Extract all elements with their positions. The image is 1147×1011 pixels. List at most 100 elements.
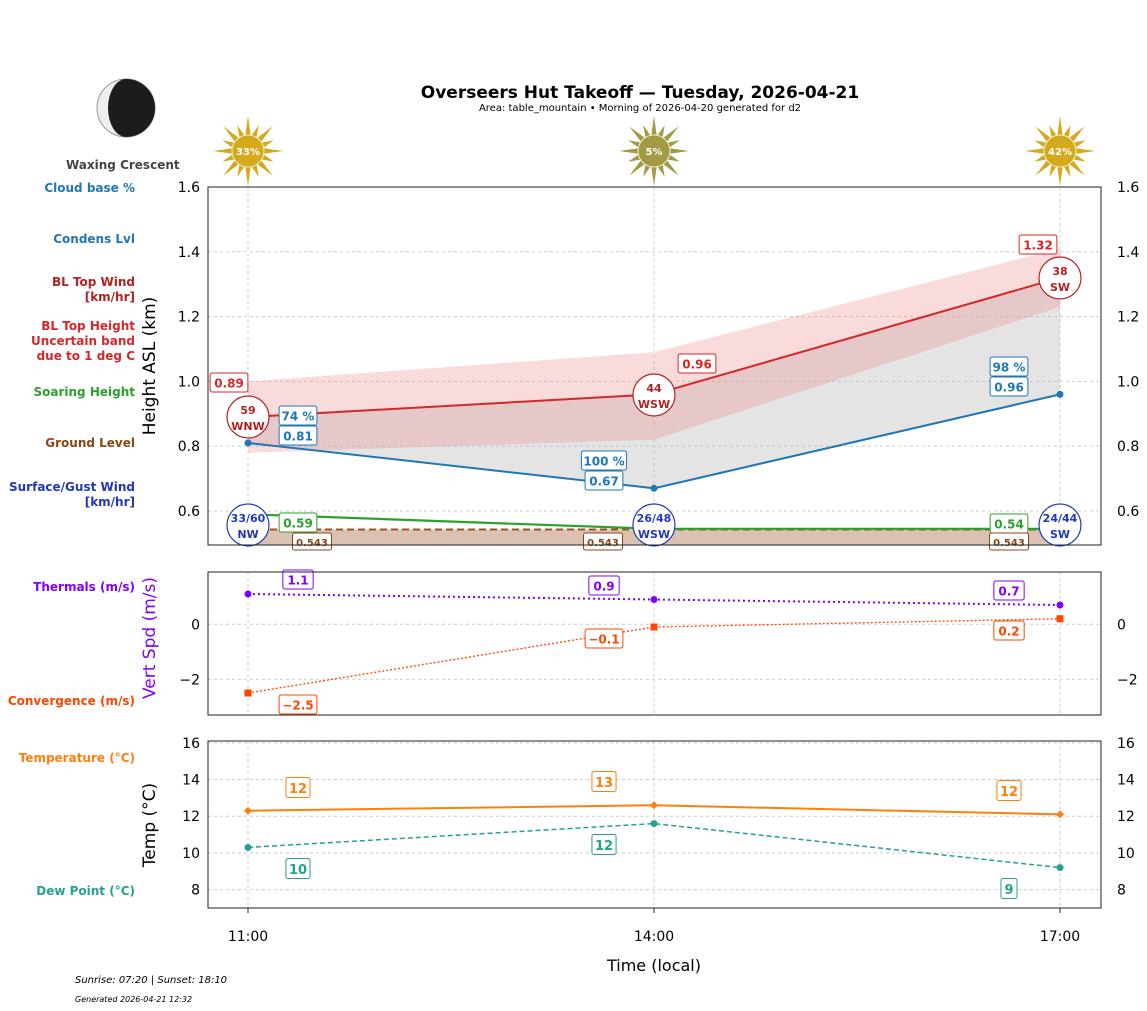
sun-ray (629, 126, 645, 142)
surface-wind-direction: SW (1050, 528, 1070, 541)
condens-label: 0.67 (589, 475, 619, 489)
dewpoint-point (244, 843, 252, 851)
sun-ray (245, 116, 251, 136)
y-tick-label: 16 (182, 736, 200, 752)
dewpoint-point (650, 820, 658, 828)
convergence-label-box (584, 628, 624, 649)
temperature-label: 12 (1000, 785, 1018, 800)
condens-point (1056, 390, 1064, 398)
sun-ray (1025, 148, 1045, 154)
sun-ray (657, 164, 665, 177)
sun-ray (1073, 140, 1086, 148)
sun-ray (1069, 126, 1085, 142)
y-tick-label: 14 (182, 773, 200, 789)
sun-ray (1057, 166, 1063, 186)
y-tick-label: −2 (179, 672, 200, 688)
surface-wind-speed: 26/48 (637, 512, 672, 525)
sun-ray (261, 140, 274, 148)
bl-top-wind-direction: SW (1050, 281, 1070, 294)
y-axis-label: Vert Spd (m/s) (140, 577, 160, 699)
axes-frame (207, 571, 1102, 716)
y-tick-label: 10 (182, 846, 200, 862)
surface-wind-speed: 24/44 (1043, 512, 1078, 525)
ground-label-box (292, 532, 332, 551)
sun-ray (223, 126, 239, 142)
sun-ray (1034, 140, 1047, 148)
temperature-point (1056, 810, 1064, 819)
sun-ray (628, 140, 641, 148)
ground-label: 0.543 (587, 538, 619, 549)
legend-condens: Condens Lvl (53, 232, 135, 246)
cloud-base-pct-label-box (989, 356, 1029, 377)
legend-soaring: Soaring Height (33, 385, 136, 399)
convergence-label-box (278, 694, 318, 715)
sun-ray (222, 140, 235, 148)
y-tick-label-right: 10 (1117, 846, 1135, 862)
thermal-label: 0.9 (593, 580, 614, 594)
y-tick-label-right: 0 (1117, 617, 1126, 633)
bl-top-wind-speed: 38 (1052, 265, 1067, 278)
thermal-label-box (282, 569, 314, 590)
y-tick-label-right: 1.2 (1117, 310, 1139, 326)
chart-title: Overseers Hut Takeoff — Tuesday, 2026-04… (420, 83, 860, 103)
ground-label: 0.543 (296, 538, 328, 549)
surface-wind-circle (1038, 503, 1082, 547)
y-tick-label-right: 1.6 (1117, 180, 1139, 196)
sun-ray (643, 125, 651, 138)
condens-point (244, 439, 252, 447)
convergence-label: −2.5 (282, 699, 313, 713)
x-axis-label: Time (local) (606, 956, 701, 975)
convergence-line (247, 618, 1061, 694)
temperature-label-box (996, 780, 1022, 801)
temperature-label: 13 (595, 776, 613, 791)
legend-thermals: Thermals (m/s) (33, 580, 135, 594)
sun-disc (637, 134, 671, 168)
cloud-base-pct-label-box (278, 405, 318, 426)
y-tick-label: 0.8 (178, 439, 200, 455)
legend-dewpoint: Dew Point (°C) (36, 884, 135, 898)
sun-icon (1025, 116, 1095, 186)
temperature-point (244, 806, 252, 815)
thermal-point (244, 590, 252, 598)
y-tick-label: 0 (191, 617, 200, 633)
surface-wind-speed: 33/60 (231, 512, 266, 525)
temperature-label-box (285, 777, 311, 798)
sun-ray (1073, 154, 1086, 162)
moon-waxing-crescent-icon (96, 78, 156, 138)
temperature-point (650, 801, 658, 810)
sun-ray (1034, 154, 1047, 162)
sun-cloud-cover-label: 42% (1048, 147, 1072, 158)
sun-times: Sunrise: 07:20 | Sunset: 18:10 (75, 975, 228, 986)
chart-subtitle: Area: table_mountain • Morning of 2026-0… (478, 103, 802, 114)
sun-ray (237, 164, 245, 177)
y-tick-label: 1.2 (178, 310, 200, 326)
sun-ray (1049, 125, 1057, 138)
y-tick-label-right: 14 (1117, 773, 1135, 789)
dewpoint-label: 10 (289, 863, 307, 878)
cloud-fill (248, 277, 1060, 489)
legend-bl-top: BL Top Height Uncertain band due to 1 de… (31, 319, 135, 363)
uncertain-band (248, 248, 1060, 453)
surface-wind-direction: NW (237, 528, 258, 541)
sun-ray (223, 160, 239, 176)
sun-ray (663, 126, 679, 142)
y-tick-label: 8 (191, 883, 200, 899)
legend-convergence: Convergence (m/s) (7, 694, 135, 708)
thermal-label-box (588, 575, 620, 596)
bl-top-wind-direction: WNW (231, 420, 264, 433)
sun-cloud-cover-label: 5% (646, 147, 663, 158)
sun-icon (213, 116, 283, 186)
convergence-point (1056, 615, 1064, 623)
sun-icon (619, 116, 689, 186)
sun-ray (251, 164, 259, 177)
sun-ray (237, 125, 245, 138)
condens-label-box (989, 376, 1029, 397)
soaring-label: 0.59 (283, 517, 313, 531)
x-tick-label: 17:00 (1040, 929, 1080, 945)
bl-top-label-box (209, 372, 249, 393)
ground-label-box (989, 532, 1029, 551)
sun-ray (1063, 164, 1071, 177)
y-tick-label: 1.4 (178, 245, 200, 261)
